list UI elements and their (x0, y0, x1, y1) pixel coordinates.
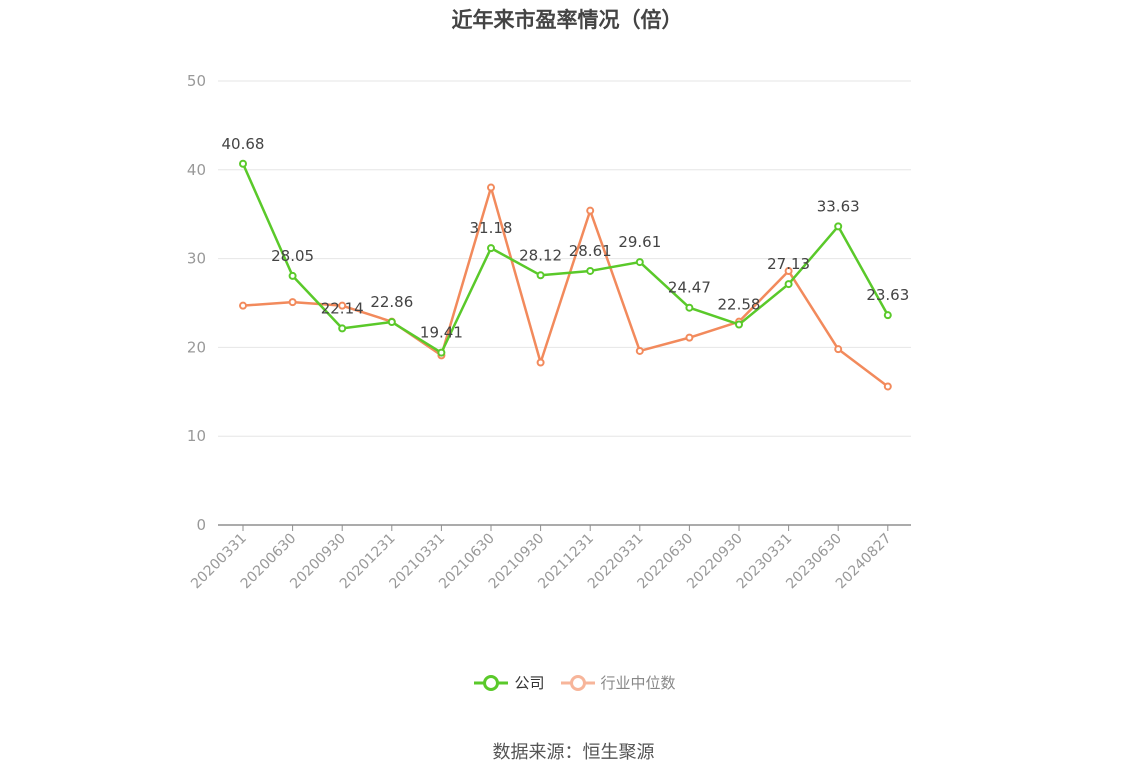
data-label: 22.14 (321, 299, 364, 317)
legend-item-company[interactable]: 公司 (474, 672, 545, 693)
data-point (635, 346, 644, 355)
data-point (883, 382, 892, 391)
source-note: 数据来源：恒生聚源 (492, 742, 655, 763)
data-label: 24.47 (668, 279, 711, 297)
data-point (239, 301, 247, 310)
data-point (239, 159, 247, 168)
data-point (487, 183, 495, 192)
series-line (241, 163, 889, 354)
data-label: 28.61 (569, 242, 612, 260)
data-point (387, 318, 396, 327)
axes: 0102030405020200331202006302020093020201… (187, 72, 911, 592)
data-label: 23.63 (866, 286, 909, 304)
data-point (784, 280, 793, 289)
data-point (288, 271, 297, 280)
data-label: 40.68 (222, 135, 265, 153)
data-label: 19.41 (420, 324, 463, 342)
grid-lines (218, 80, 911, 437)
data-label: 29.61 (618, 233, 661, 251)
y-tick-label: 40 (187, 161, 206, 179)
data-point (288, 298, 297, 307)
data-point (735, 320, 743, 329)
data-point (437, 348, 446, 357)
data-labels: 40.68 28.05 22.14 22.86 19.41 31.18 28.12 28.61… (222, 135, 910, 342)
y-tick-label: 10 (187, 427, 206, 445)
data-point (685, 303, 694, 312)
data-point (586, 266, 595, 275)
data-point (586, 206, 595, 215)
data-point (834, 222, 843, 231)
data-label: 22.86 (370, 293, 413, 311)
y-tick-label: 0 (196, 516, 206, 534)
y-tick-label: 20 (187, 338, 206, 356)
legend: 公司 行业中位数 (0, 672, 1147, 693)
data-point (635, 258, 644, 267)
data-point (338, 301, 347, 310)
y-tick-label: 50 (187, 72, 206, 90)
legend-label-industry-median: 行业中位数 (600, 674, 676, 692)
legend-item-industry-median[interactable]: 行业中位数 (560, 672, 676, 693)
data-point (536, 358, 545, 367)
y-tick-label: 30 (187, 250, 206, 268)
data-point (487, 244, 495, 253)
data-label: 31.18 (470, 219, 513, 237)
data-label: 27.13 (767, 255, 810, 273)
legend-label-company: 公司 (514, 674, 545, 692)
series-lines (239, 159, 892, 391)
data-point (685, 333, 694, 342)
chart-title: 近年来市盈率情况（倍） (451, 8, 683, 32)
legend-marker-company (474, 674, 509, 691)
line-chart: 0102030405020200331202006302020093020201… (187, 72, 911, 592)
data-label: 28.12 (519, 246, 562, 264)
series-line (242, 186, 889, 388)
data-point (536, 271, 545, 280)
data-point (834, 345, 843, 354)
data-label: 33.63 (817, 197, 860, 215)
data-point (338, 324, 347, 333)
data-label: 28.05 (271, 247, 314, 265)
data-point (784, 267, 793, 276)
data-label: 22.58 (718, 295, 761, 313)
legend-marker-industry-median (560, 674, 595, 691)
data-point (883, 311, 892, 320)
